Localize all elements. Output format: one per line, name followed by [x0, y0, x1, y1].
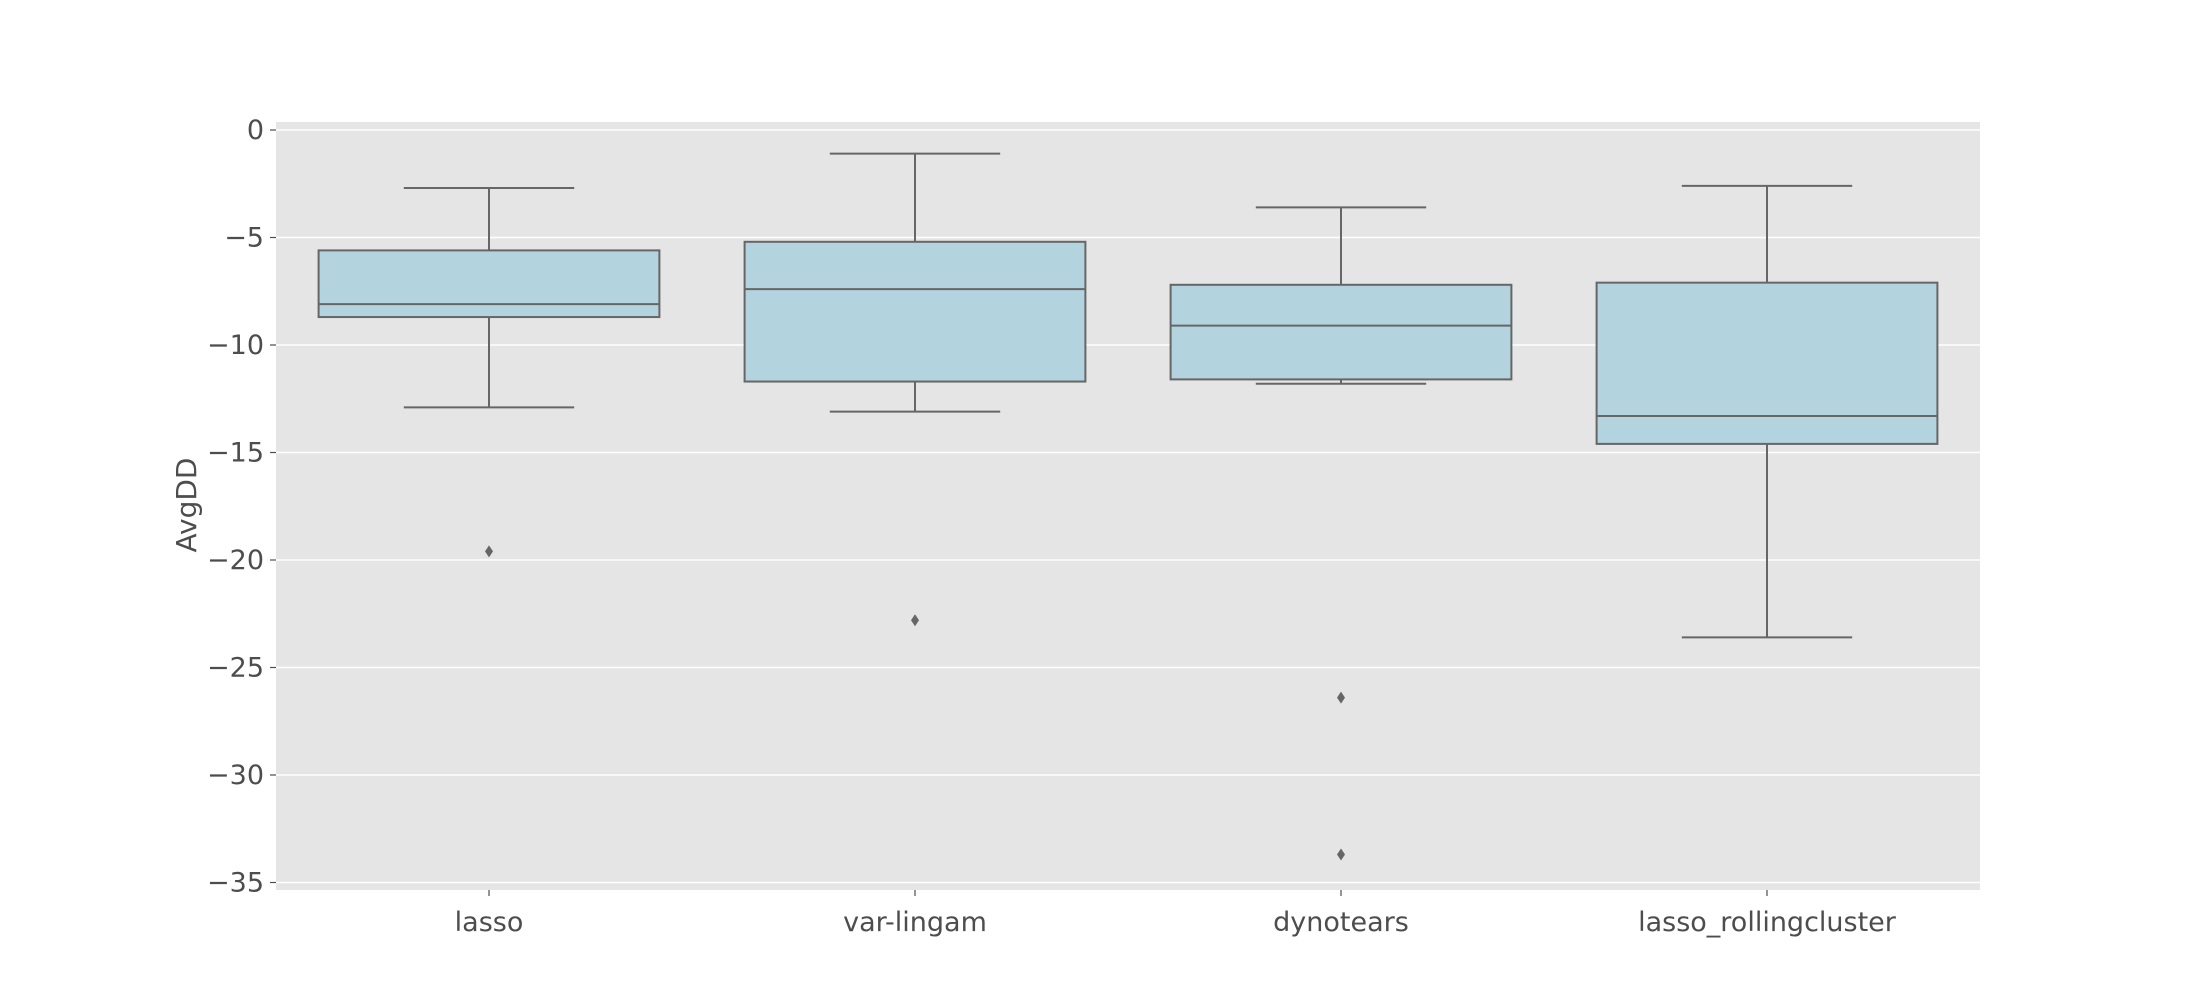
box-group-lasso — [317, 187, 661, 558]
axes: 0 −5 −10 −15 −20 −25 −30 −35 lasso var-lingam dyno… — [207, 115, 1897, 938]
box-iqr — [317, 249, 661, 319]
x-tick-label: var-lingam — [843, 907, 987, 938]
outlier-point — [911, 614, 919, 627]
outlier-point — [1337, 691, 1345, 704]
box-group-lasso_rollingcluster — [1595, 184, 1939, 639]
y-tick-label: −20 — [207, 545, 264, 576]
y-tick-label: −25 — [207, 653, 264, 684]
x-tick-label: lasso_rollingcluster — [1638, 907, 1897, 938]
x-tick-label: lasso — [455, 907, 524, 938]
y-tick-label: −5 — [224, 223, 264, 254]
y-tick-label: 0 — [247, 115, 264, 146]
boxes — [317, 152, 1939, 861]
grid-lines — [276, 129, 1980, 884]
y-tick-label: −15 — [207, 438, 264, 469]
y-tick-label: −10 — [207, 330, 264, 361]
y-tick-label: −35 — [207, 868, 264, 899]
y-axis-title: AvgDD — [170, 458, 203, 553]
outlier-point — [1337, 848, 1345, 861]
x-tick-label: dynotears — [1273, 907, 1409, 938]
box-group-dynotears — [1169, 206, 1513, 861]
box-group-var-lingam — [743, 152, 1087, 627]
box-iqr — [1595, 281, 1939, 445]
outlier-point — [485, 545, 493, 558]
y-tick-label: −30 — [207, 760, 264, 791]
box-iqr — [1169, 283, 1513, 381]
box-iqr — [743, 240, 1087, 383]
